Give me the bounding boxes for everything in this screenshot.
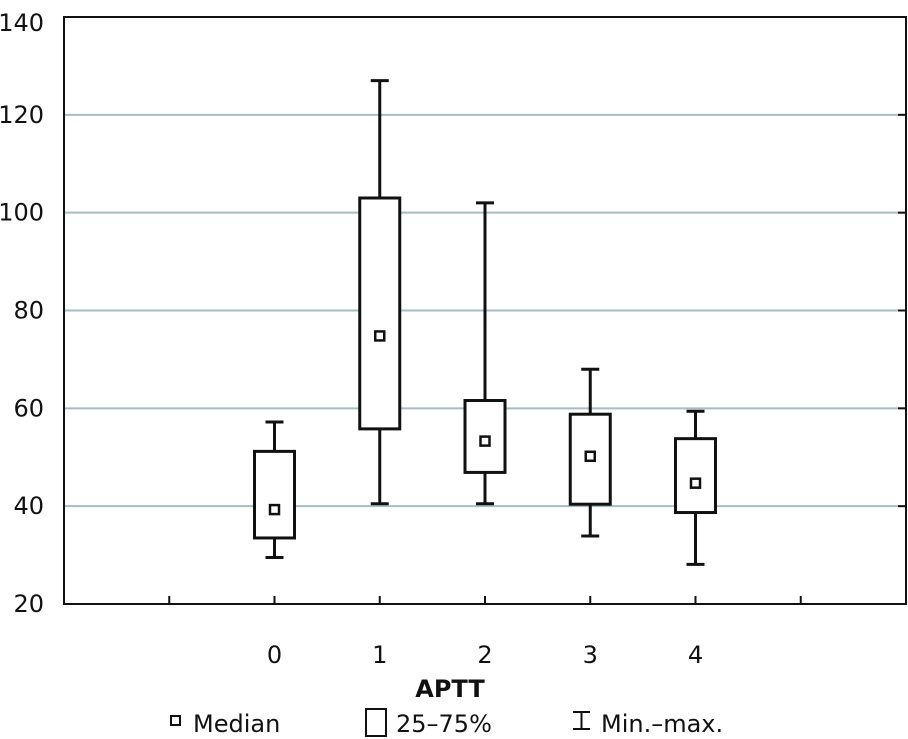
x-tick-label: 1 <box>372 641 387 669</box>
y-tick-label: 140 <box>0 9 44 37</box>
box-3 <box>568 367 612 538</box>
legend-item-median: Median <box>170 710 280 738</box>
box-2 <box>463 201 507 506</box>
boxes <box>253 79 717 566</box>
y-tick-label: 100 <box>0 199 44 227</box>
legend-item-quartiles: 25–75% <box>365 708 492 738</box>
legend-item-minmax: Min.–max. <box>573 710 723 738</box>
plot-frame <box>63 16 907 605</box>
x-tick-label: 4 <box>688 641 703 669</box>
y-axis-ticks: 20 40 60 80 100 120 140 <box>0 9 906 618</box>
iqr-box <box>253 449 296 540</box>
x-tick-label: 0 <box>267 641 282 669</box>
box-4 <box>674 409 717 566</box>
legend-label-quartiles: 25–75% <box>396 710 492 738</box>
x-tick-label: 3 <box>583 641 598 669</box>
iqr-box <box>674 437 717 515</box>
x-axis-label: APTT <box>415 675 485 703</box>
median-marker <box>374 330 386 342</box>
box-1 <box>358 79 402 506</box>
y-tick-label: 60 <box>13 394 44 422</box>
median-marker <box>584 450 596 463</box>
median-marker <box>689 477 702 489</box>
median-marker <box>479 435 491 447</box>
median-symbol-icon <box>170 715 181 726</box>
legend: Median 25–75% Min.–max. <box>170 708 723 738</box>
whisker-symbol-icon <box>573 711 590 730</box>
x-axis-ticks: 0 1 2 3 4 <box>168 596 802 669</box>
y-tick-label: 40 <box>13 492 44 520</box>
x-tick-label: 2 <box>477 641 492 669</box>
iqr-box <box>358 196 402 431</box>
y-tick-label: 120 <box>0 101 44 129</box>
legend-label-minmax: Min.–max. <box>601 710 723 738</box>
legend-label-median: Median <box>193 710 280 738</box>
y-tick-label: 20 <box>13 590 44 618</box>
y-tick-label: 80 <box>13 297 44 325</box>
median-marker <box>268 503 281 516</box>
box-0 <box>253 420 296 560</box>
box-symbol-icon <box>365 708 387 737</box>
